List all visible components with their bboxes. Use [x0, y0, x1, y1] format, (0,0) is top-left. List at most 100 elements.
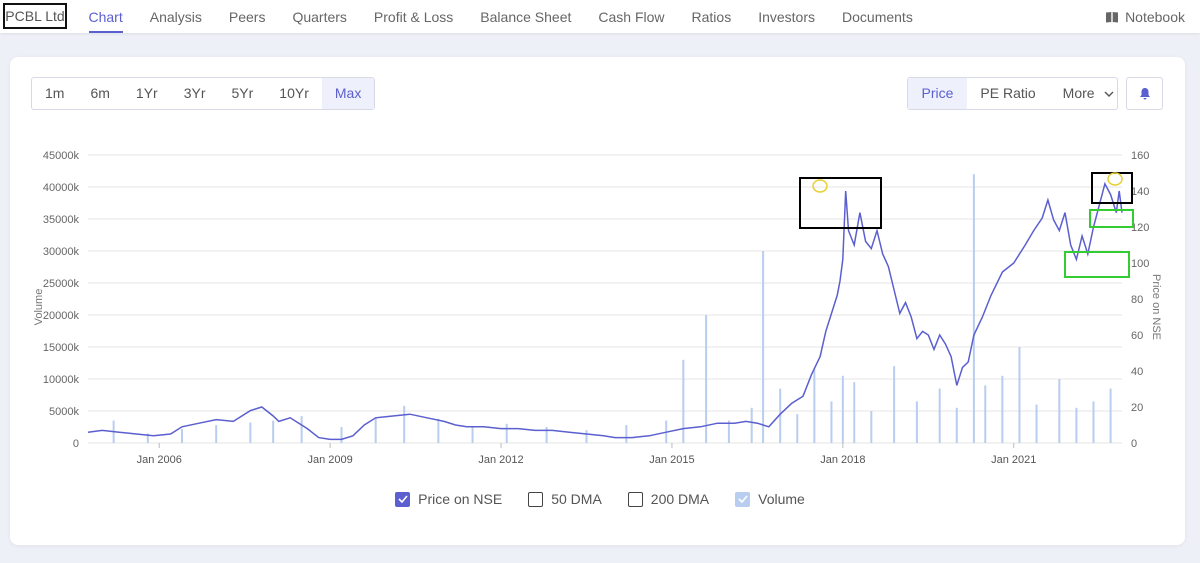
- tab-peers[interactable]: Peers: [228, 9, 266, 25]
- volume-bar: [853, 382, 856, 443]
- tab-profit-loss[interactable]: Profit & Loss: [373, 9, 454, 25]
- range-5yr[interactable]: 5Yr: [231, 85, 254, 101]
- notebook-link[interactable]: Notebook: [1105, 0, 1185, 34]
- price-tick-label: 20: [1131, 402, 1143, 414]
- volume-bar: [146, 433, 149, 443]
- volume-bar: [1092, 401, 1095, 443]
- tab-quarters[interactable]: Quarters: [292, 9, 347, 25]
- tab-documents[interactable]: Documents: [842, 9, 913, 25]
- volume-bar: [300, 416, 303, 443]
- highlight-circle-yellow: [812, 179, 828, 193]
- volume-bar: [249, 422, 252, 443]
- checkbox-50dma[interactable]: [528, 491, 544, 507]
- volume-bar: [403, 405, 406, 443]
- x-tick-label: Jan 2009: [307, 454, 352, 466]
- volume-bar: [938, 388, 941, 443]
- range-6m[interactable]: 6m: [90, 85, 110, 101]
- volume-bar: [893, 366, 896, 443]
- tab-cash-flow[interactable]: Cash Flow: [598, 9, 665, 25]
- volume-bar: [471, 427, 474, 443]
- volume-tick-label: 45000k: [43, 150, 80, 162]
- book-icon: [1106, 12, 1119, 23]
- volume-bar: [374, 417, 377, 443]
- range-1m[interactable]: 1m: [45, 85, 65, 101]
- top-nav-bar: PCBL Ltd Chart Analysis Peers Quarters P…: [0, 0, 1200, 33]
- volume-tick-label: 40000k: [43, 182, 80, 194]
- check-icon: [738, 495, 748, 503]
- legend-volume[interactable]: Volume: [735, 491, 805, 507]
- y2-axis-label: Price on NSE: [1150, 274, 1162, 340]
- tab-investors[interactable]: Investors: [758, 9, 816, 25]
- checkbox-200dma[interactable]: [627, 491, 643, 507]
- volume-tick-label: 25000k: [43, 278, 80, 290]
- tab-analysis[interactable]: Analysis: [149, 9, 202, 25]
- tab-chart[interactable]: Chart: [75, 0, 136, 33]
- volume-bar: [1075, 407, 1078, 443]
- volume-bar: [1001, 375, 1004, 443]
- volume-bar: [215, 425, 218, 443]
- x-tick-label: Jan 2012: [478, 454, 523, 466]
- highlight-box-green: [1064, 251, 1130, 278]
- price-line: [87, 181, 1123, 441]
- volume-bar: [505, 423, 508, 443]
- legend-price[interactable]: Price on NSE: [395, 491, 502, 507]
- price-tick-label: 140: [1131, 186, 1149, 198]
- tab-ratios[interactable]: Ratios: [691, 9, 732, 25]
- volume-bar: [437, 418, 440, 443]
- range-1yr[interactable]: 1Yr: [135, 85, 158, 101]
- alert-button[interactable]: [1126, 77, 1163, 110]
- price-tick-label: 160: [1131, 150, 1149, 162]
- volume-tick-label: 5000k: [49, 406, 79, 418]
- chart-grid: [88, 154, 1122, 444]
- highlight-box-green: [1089, 209, 1134, 228]
- more-dropdown[interactable]: More: [1049, 78, 1128, 109]
- legend-50dma-label: 50 DMA: [551, 491, 602, 507]
- x-axis-ticks: Jan 2006 Jan 2009 Jan 2012 Jan 2015 Jan 2018…: [137, 443, 1036, 466]
- legend-200dma[interactable]: 200 DMA: [627, 491, 710, 507]
- time-range-selector: 1m 6m 1Yr 3Yr 5Yr 10Yr Max: [31, 77, 376, 110]
- range-max[interactable]: Max: [321, 78, 375, 109]
- price-button[interactable]: Price: [908, 78, 967, 109]
- volume-bar: [750, 407, 753, 443]
- tab-balance-sheet[interactable]: Balance Sheet: [480, 9, 572, 25]
- legend-volume-label: Volume: [758, 491, 805, 507]
- annotation-highlights: [799, 172, 1134, 278]
- x-tick-label: Jan 2006: [137, 454, 182, 466]
- pe-ratio-button[interactable]: PE Ratio: [980, 85, 1036, 101]
- volume-bar: [1058, 379, 1061, 443]
- legend-price-label: Price on NSE: [418, 491, 503, 507]
- chevron-down-icon: [1104, 91, 1114, 97]
- volume-bar: [830, 401, 833, 443]
- volume-bar: [796, 414, 799, 443]
- checkbox-price-checked[interactable]: [395, 491, 411, 507]
- volume-bar: [779, 388, 782, 443]
- volume-bars: [112, 174, 1112, 443]
- legend-200dma-label: 200 DMA: [650, 491, 710, 507]
- volume-tick-label: 0: [73, 438, 79, 450]
- price-tick-label: 80: [1131, 294, 1143, 306]
- volume-bar: [972, 174, 975, 443]
- volume-axis-ticks: 0 5000k 10000k 15000k 20000k 25000k 30000k 3500…: [43, 150, 80, 450]
- volume-bar: [340, 427, 343, 443]
- price-tick-label: 60: [1131, 330, 1143, 342]
- more-label: More: [1062, 85, 1095, 101]
- volume-tick-label: 35000k: [43, 214, 80, 226]
- range-10yr[interactable]: 10Yr: [279, 85, 309, 101]
- company-name[interactable]: PCBL Ltd: [3, 3, 67, 29]
- volume-bar: [625, 425, 628, 443]
- volume-tick-label: 30000k: [43, 246, 80, 258]
- legend-50dma[interactable]: 50 DMA: [528, 491, 602, 507]
- volume-bar: [181, 428, 183, 443]
- x-tick-label: Jan 2018: [820, 454, 865, 466]
- checkbox-volume-checked[interactable]: [735, 491, 751, 507]
- x-tick-label: Jan 2015: [649, 454, 694, 466]
- check-icon: [398, 495, 408, 503]
- price-tick-label: 40: [1131, 366, 1143, 378]
- volume-tick-label: 10000k: [43, 374, 80, 386]
- volume-bar: [682, 359, 685, 443]
- volume-bar: [585, 430, 588, 443]
- metric-selector: Price PE Ratio More: [907, 77, 1118, 110]
- range-3yr[interactable]: 3Yr: [183, 85, 206, 101]
- volume-tick-label: 20000k: [43, 310, 80, 322]
